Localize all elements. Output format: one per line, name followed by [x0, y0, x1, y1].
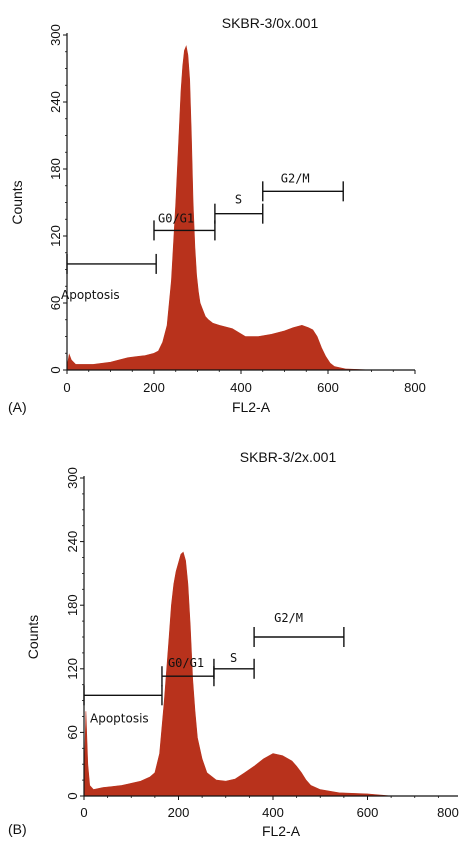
- y-axis-label: Counts: [25, 615, 41, 659]
- chart-panel-a: 0 60 120 180 240 300 0 200 400 600 800 FL2-A Counts S…: [8, 15, 426, 415]
- x-tick-label: 200: [143, 380, 165, 395]
- x-axis-label: FL2-A: [262, 823, 301, 839]
- chart-panel-b: 0 60 120 180 240 300 0 200 400 600 800 FL2-A Counts S…: [8, 449, 459, 839]
- x-tick-label: 600: [357, 805, 379, 820]
- y-tick-label: 120: [48, 225, 63, 247]
- y-tick-label: 120: [65, 658, 80, 680]
- y-tick-label: 180: [65, 594, 80, 616]
- x-tick-label: 200: [168, 805, 190, 820]
- gate-label: S: [235, 193, 242, 207]
- gate-apoptosis: Apoptosis: [61, 253, 157, 302]
- panel-label: (B): [8, 821, 27, 837]
- y-tick-label: 300: [65, 467, 80, 489]
- chart-title: SKBR-3/2x.001: [240, 449, 337, 465]
- gate-label: G2/M: [281, 171, 310, 185]
- y-tick-label: 180: [48, 158, 63, 180]
- gate-label: G0/G1: [158, 211, 194, 225]
- gate-s: S: [213, 651, 255, 679]
- panel-label: (A): [8, 399, 27, 415]
- y-tick-label: 240: [48, 91, 63, 113]
- y-tick-label: 60: [65, 725, 80, 739]
- y-axis-label: Counts: [9, 180, 25, 224]
- gate-g0-g1: G0/G1: [153, 211, 216, 241]
- gate-label: G2/M: [274, 611, 303, 625]
- chart-title: SKBR-3/0x.001: [222, 15, 319, 31]
- gate-s: S: [214, 193, 264, 224]
- y-tick-label: 300: [48, 24, 63, 46]
- y-tick-label: 0: [48, 366, 63, 373]
- x-tick-label: 0: [80, 805, 87, 820]
- y-tick-label: 60: [48, 296, 63, 310]
- gate-g2-m: G2/M: [253, 611, 345, 647]
- gate-label: Apoptosis: [61, 288, 120, 302]
- histogram-area: [66, 45, 415, 371]
- y-tick-label: 0: [65, 792, 80, 799]
- x-tick-label: 400: [262, 805, 284, 820]
- x-tick-label: 800: [404, 380, 426, 395]
- x-tick-label: 400: [230, 380, 252, 395]
- x-tick-label: 800: [437, 805, 459, 820]
- gate-label: Apoptosis: [90, 711, 149, 725]
- histogram-area: [83, 551, 458, 797]
- x-axis-label: FL2-A: [232, 399, 271, 415]
- y-tick-label: 240: [65, 531, 80, 553]
- gate-g2-m: G2/M: [262, 171, 344, 202]
- x-tick-label: 600: [317, 380, 339, 395]
- x-tick-label: 0: [63, 380, 70, 395]
- gate-g0-g1: G0/G1: [161, 656, 215, 687]
- gate-label: S: [230, 651, 237, 665]
- gate-label: G0/G1: [168, 656, 204, 670]
- gate-apoptosis: Apoptosis: [83, 685, 163, 725]
